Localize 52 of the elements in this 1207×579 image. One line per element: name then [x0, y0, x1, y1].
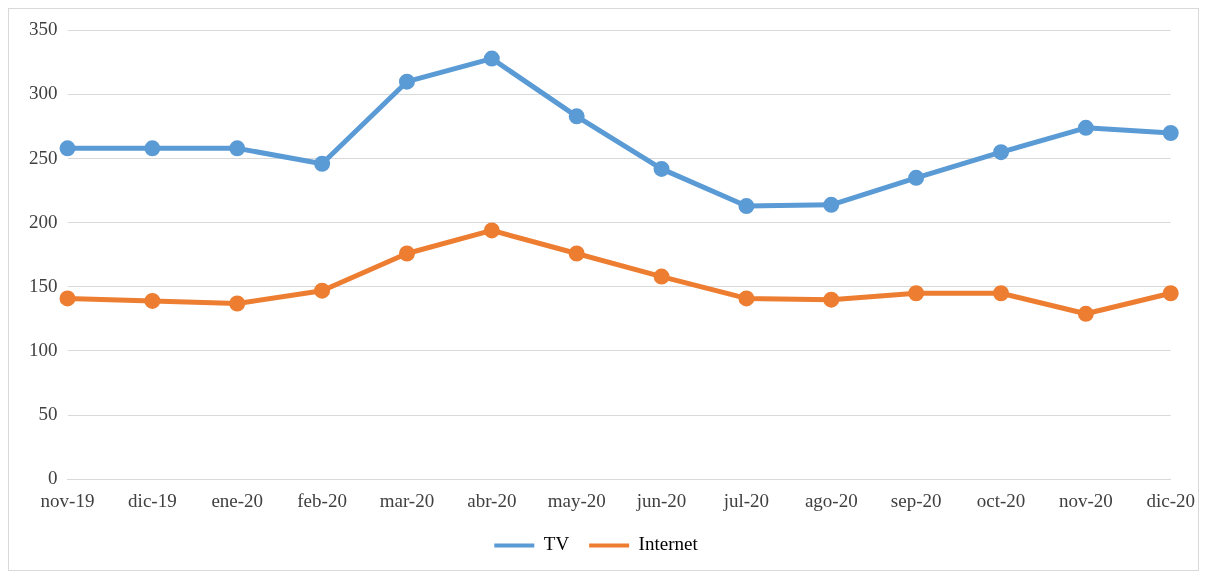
point: [1162, 124, 1179, 141]
point: [398, 245, 415, 262]
y-tick-label: 100: [29, 338, 58, 360]
y-tick-label: 350: [29, 18, 58, 40]
x-tick-label: mar-20: [379, 489, 435, 511]
point: [568, 245, 585, 262]
point: [59, 290, 76, 307]
point: [59, 140, 76, 157]
x-tick-label: oct-20: [976, 489, 1026, 511]
point: [483, 222, 500, 239]
point: [483, 50, 500, 67]
point: [993, 144, 1009, 161]
point: [653, 160, 670, 177]
x-tick-label: nov-19: [40, 489, 95, 511]
x-tick-label: ago-20: [804, 489, 858, 511]
point: [398, 73, 415, 90]
point: [314, 155, 331, 172]
x-tick-label: sep-20: [890, 489, 942, 511]
x-tick-label: ene-20: [211, 489, 264, 511]
point: [229, 140, 246, 157]
y-tick-label: 300: [29, 82, 58, 104]
point: [144, 292, 161, 309]
point: [993, 285, 1009, 302]
x-tick-label: nov-20: [1058, 489, 1113, 511]
point: [314, 282, 331, 299]
x-tick-label: may-20: [547, 489, 606, 511]
legend-label: TV: [543, 533, 570, 555]
point: [823, 291, 840, 308]
x-tick-label: dic-20: [1146, 489, 1195, 511]
point: [1077, 119, 1094, 136]
point: [908, 285, 925, 302]
x-tick-label: jul-20: [722, 489, 770, 511]
y-tick-label: 200: [29, 210, 58, 232]
point: [908, 169, 925, 186]
y-tick-label: 150: [29, 274, 58, 296]
point: [1162, 285, 1179, 302]
point: [144, 140, 161, 157]
x-tick-label: abr-20: [467, 489, 517, 511]
point: [1077, 305, 1094, 322]
x-tick-label: feb-20: [297, 489, 347, 511]
y-tick-label: 0: [48, 467, 58, 489]
point: [653, 268, 670, 285]
x-tick-label: jun-20: [635, 489, 687, 511]
y-tick-label: 50: [38, 403, 58, 425]
point: [568, 108, 585, 125]
legend-label: Internet: [638, 533, 699, 555]
y-tick-label: 250: [29, 146, 58, 168]
point: [823, 196, 840, 213]
point: [738, 198, 755, 215]
x-tick-label: dic-19: [128, 489, 177, 511]
point: [738, 290, 755, 307]
point: [229, 295, 246, 312]
